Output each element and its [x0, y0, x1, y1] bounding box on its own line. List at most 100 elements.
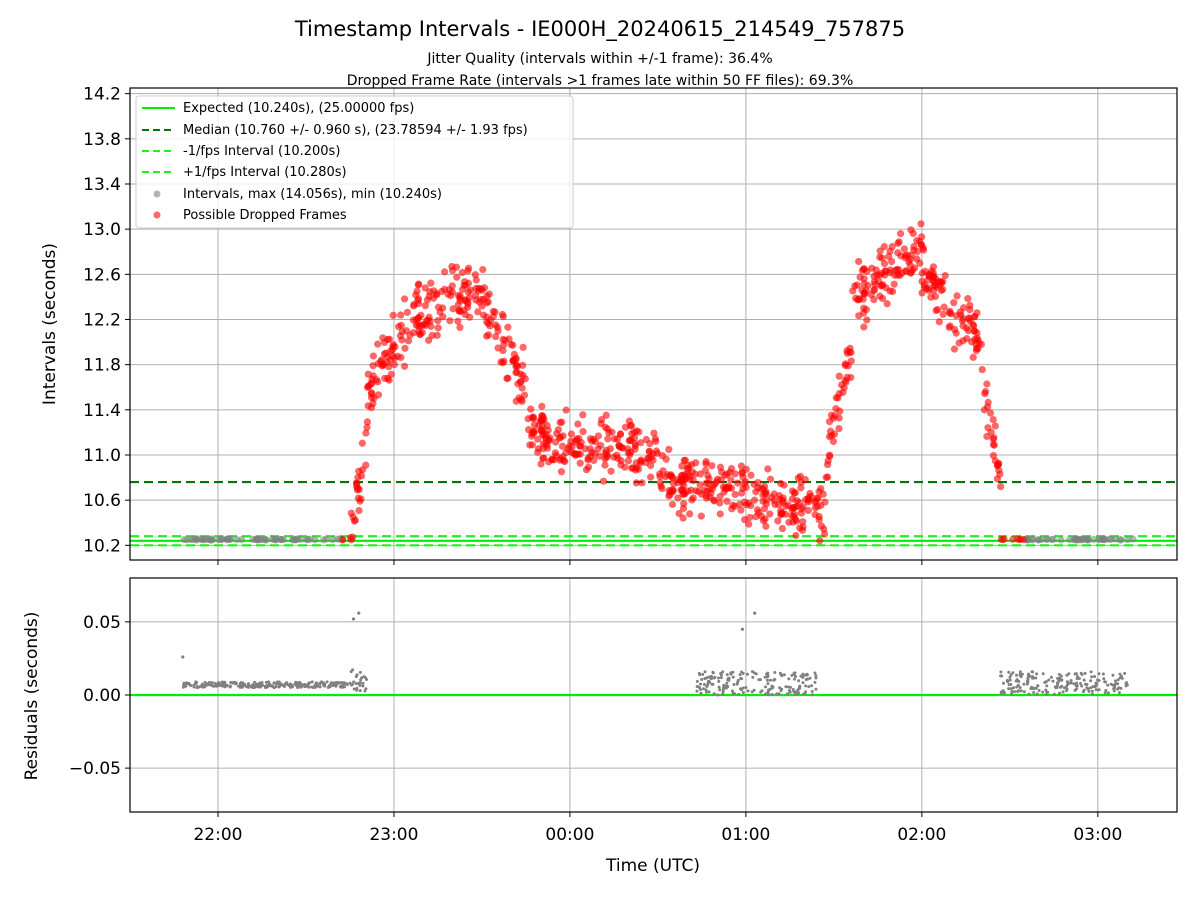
dropped-frame-point	[825, 451, 834, 459]
residual-point	[766, 690, 770, 694]
dropped-frame-point	[409, 329, 418, 337]
residual-point	[1035, 672, 1039, 676]
dropped-frame-point	[950, 299, 958, 307]
legend-marker-dropped	[153, 211, 161, 219]
residual-point	[1075, 681, 1079, 685]
chart-title: Timestamp Intervals - IE000H_20240615_21…	[294, 17, 905, 42]
dropped-frame-point	[674, 494, 682, 502]
residual-point	[804, 684, 808, 688]
residual-point	[741, 671, 745, 675]
residual-point	[307, 685, 311, 689]
dropped-frame-point	[917, 220, 925, 228]
dropped-frame-point	[403, 308, 412, 316]
dropped-frame-point	[969, 353, 977, 361]
residual-point	[701, 672, 705, 676]
intervals-y-tick-label: 11.0	[83, 446, 121, 466]
dropped-frame-point	[414, 296, 422, 305]
dropped-frame-point	[855, 312, 863, 320]
residual-point	[794, 690, 798, 694]
residual-point	[810, 693, 814, 697]
dropped-frame-point	[703, 487, 711, 495]
residual-point	[716, 693, 720, 697]
residual-point	[1075, 675, 1079, 679]
dropped-frame-point	[579, 428, 587, 436]
residual-point	[182, 681, 186, 685]
residual-point	[1069, 681, 1073, 685]
interval-point	[1084, 536, 1092, 544]
residual-point	[1112, 687, 1116, 691]
residual-point	[730, 689, 734, 693]
residual-point	[1045, 684, 1049, 688]
residual-point	[361, 684, 365, 688]
residual-point	[1009, 673, 1013, 677]
residuals-y-ticks: −0.05 0.00 0.05	[69, 613, 130, 779]
dropped-frame-point	[716, 499, 724, 507]
residual-point	[1058, 691, 1062, 695]
legend-label-plus-fps: +1/fps Interval (10.280s)	[183, 165, 347, 180]
residual-point	[1044, 692, 1048, 696]
residual-point	[698, 673, 702, 677]
dropped-frame-point	[903, 251, 911, 259]
intervals-y-tick-label: 12.2	[83, 310, 121, 330]
residual-point	[249, 684, 253, 688]
residual-point	[767, 688, 771, 692]
intervals-y-tick-label: 10.6	[83, 491, 121, 511]
dropped-frame-point	[456, 323, 464, 332]
residual-point	[208, 680, 212, 684]
dropped-frame-point	[507, 340, 515, 349]
residual-point	[731, 675, 735, 679]
dropped-frame-point	[871, 285, 879, 293]
dropped-frame-point	[938, 279, 946, 287]
time-x-tick-label: 22:00	[193, 825, 242, 845]
residual-point	[1030, 670, 1034, 674]
dropped-frame-point	[939, 285, 947, 294]
dropped-frame-point	[356, 497, 364, 505]
residual-point	[804, 677, 808, 681]
residual-point	[348, 681, 352, 685]
dropped-frame-point	[742, 483, 750, 491]
residual-point	[364, 687, 368, 691]
dropped-frame-point	[823, 473, 832, 481]
legend-label-minus-fps: -1/fps Interval (10.200s)	[183, 144, 340, 159]
residuals-panel: −0.05 0.00 0.05 22:00 23:00 00:00 01:00 02:00 0…	[22, 577, 1178, 876]
dropped-frame-point	[696, 481, 704, 489]
dropped-frame-point	[598, 415, 606, 424]
residual-outlier-point	[181, 655, 185, 659]
dropped-frame-point	[421, 302, 429, 310]
dropped-frame-point	[514, 380, 522, 388]
residual-point	[721, 689, 725, 693]
residual-point	[719, 676, 723, 680]
dropped-frame-point	[558, 442, 567, 450]
dropped-frame-point	[726, 468, 734, 476]
dropped-frame-point	[860, 289, 868, 297]
dropped-frame-point	[913, 236, 921, 245]
dropped-frame-point	[389, 311, 397, 319]
dropped-frame-point	[537, 460, 545, 468]
residual-point	[703, 670, 707, 674]
residual-point	[800, 675, 804, 679]
residual-point	[772, 678, 776, 682]
dropped-frame-point	[993, 461, 1002, 469]
residual-point	[1049, 675, 1053, 679]
time-x-tick-label: 00:00	[545, 825, 594, 845]
residual-point	[318, 682, 322, 686]
dropped-frame-point	[519, 361, 527, 369]
dropped-frame-point	[956, 308, 964, 316]
interval-point	[206, 536, 214, 544]
dropped-frame-point	[989, 440, 998, 449]
dropped-frame-point	[425, 292, 433, 300]
dropped-frame-point	[860, 323, 868, 331]
dropped-frame-point	[824, 457, 832, 465]
residual-point	[725, 681, 729, 685]
residual-point	[763, 685, 767, 689]
residual-point	[1124, 684, 1128, 688]
residual-point	[255, 682, 259, 686]
residual-point	[810, 690, 814, 694]
residual-point	[1094, 681, 1098, 685]
dropped-frame-point	[665, 492, 673, 500]
dropped-frame-point	[645, 447, 653, 455]
dropped-frame-point	[1009, 535, 1017, 543]
dropped-frame-point	[604, 435, 612, 443]
dropped-frame-point	[725, 484, 733, 492]
dropped-frame-point	[686, 510, 694, 518]
